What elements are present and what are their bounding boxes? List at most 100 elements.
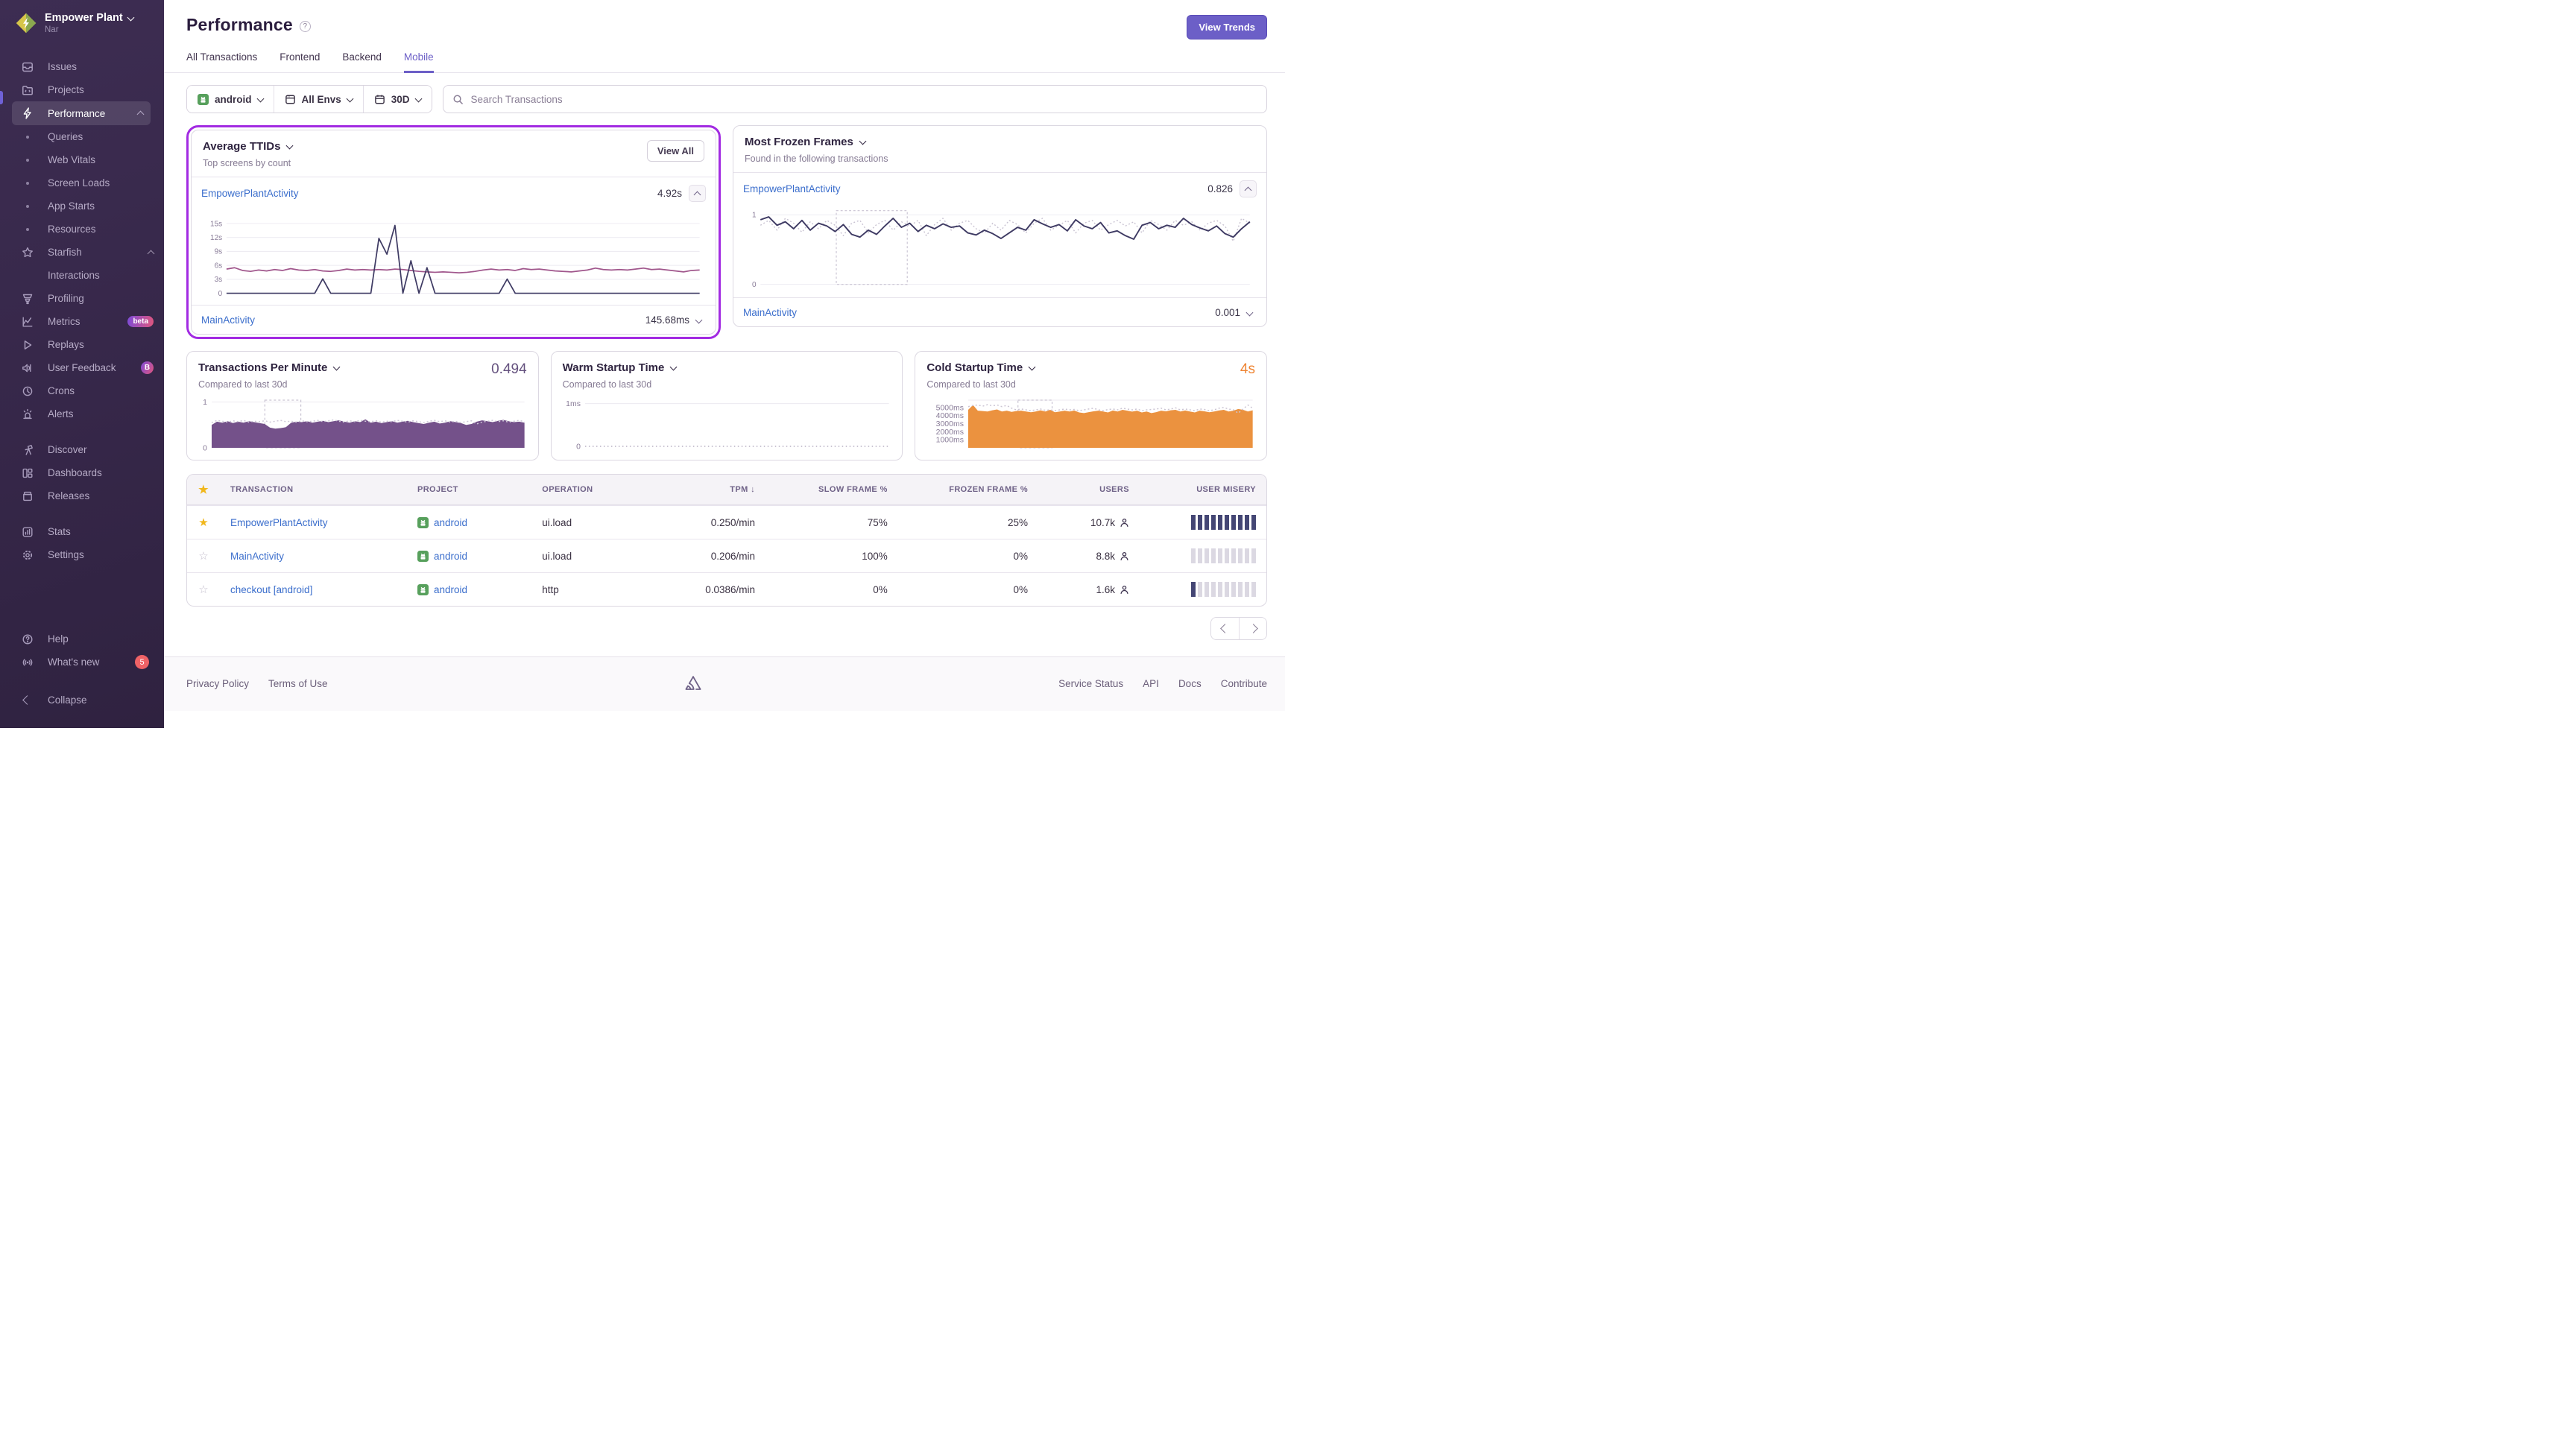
sidebar-item-replays[interactable]: Replays xyxy=(0,333,164,356)
date-range-filter[interactable]: 30D xyxy=(362,86,432,113)
clock-icon xyxy=(21,384,34,397)
sidebar-item-releases[interactable]: Releases xyxy=(0,484,164,507)
sidebar-item-user-feedback[interactable]: User Feedback B xyxy=(0,356,164,379)
column-header[interactable]: TRANSACTION xyxy=(230,485,294,494)
sidebar-item-dashboards[interactable]: Dashboards xyxy=(0,461,164,484)
environment-filter[interactable]: All Envs xyxy=(273,86,363,113)
expand-row-button[interactable] xyxy=(695,313,706,326)
tab-mobile[interactable]: Mobile xyxy=(403,51,434,73)
sidebar-item-crons[interactable]: Crons xyxy=(0,379,164,402)
android-project-icon xyxy=(417,550,429,562)
transaction-link[interactable]: EmpowerPlantActivity xyxy=(201,188,299,199)
sidebar-item-screen-loads[interactable]: Screen Loads xyxy=(0,171,164,194)
project-link[interactable]: android xyxy=(433,583,468,595)
sidebar-item-label: Settings xyxy=(48,549,84,560)
sidebar-item-projects[interactable]: Projects xyxy=(0,78,164,101)
project-filter[interactable]: android xyxy=(187,86,274,113)
org-subtitle: Nar xyxy=(45,25,59,34)
sidebar-collapse-button[interactable]: Collapse xyxy=(0,689,164,712)
operation-cell: ui.load xyxy=(542,550,572,562)
sidebar-item-interactions[interactable]: Interactions xyxy=(0,264,164,287)
tab-frontend[interactable]: Frontend xyxy=(280,51,321,63)
transaction-link[interactable]: MainActivity xyxy=(201,314,256,326)
collapse-row-button[interactable] xyxy=(1240,180,1257,197)
warm-startup-subtitle: Compared to last 30d xyxy=(562,379,652,390)
page-title: Performance xyxy=(186,15,293,34)
transaction-link[interactable]: MainActivity xyxy=(230,550,285,562)
project-link[interactable]: android xyxy=(433,516,468,528)
projects-icon xyxy=(21,83,34,96)
performance-lightning-icon xyxy=(21,107,34,120)
sidebar-item-resources[interactable]: Resources xyxy=(0,218,164,241)
previous-page-button[interactable] xyxy=(1211,618,1239,639)
most-frozen-frames-subtitle: Found in the following transactions xyxy=(745,153,888,164)
slow-frame-cell: 0% xyxy=(873,583,888,595)
sidebar-item-alerts[interactable]: Alerts xyxy=(0,402,164,425)
cold-startup-title-dropdown[interactable]: Cold Startup Time xyxy=(926,361,1036,374)
svg-text:15s: 15s xyxy=(210,220,222,228)
help-circle-icon[interactable]: ? xyxy=(299,20,311,32)
tab-backend[interactable]: Backend xyxy=(342,51,382,63)
chevron-down-icon xyxy=(346,95,354,102)
project-link[interactable]: android xyxy=(433,550,468,562)
star-toggle[interactable]: ☆ xyxy=(198,550,209,563)
search-input[interactable] xyxy=(469,92,1257,106)
sidebar-item-profiling[interactable]: Profiling xyxy=(0,287,164,310)
transaction-link[interactable]: checkout [android] xyxy=(230,583,313,595)
metric-value: 4.92s xyxy=(657,188,682,199)
column-header[interactable]: USER MISERY xyxy=(1196,485,1256,494)
sidebar-item-help[interactable]: Help xyxy=(0,627,164,651)
sidebar-item-label: Interactions xyxy=(48,270,100,281)
star-toggle[interactable]: ☆ xyxy=(198,583,209,596)
docs-link[interactable]: Docs xyxy=(1178,677,1202,689)
star-toggle[interactable]: ★ xyxy=(198,516,209,529)
sidebar-item-discover[interactable]: Discover xyxy=(0,438,164,461)
column-header-sorted[interactable]: TPM ↓ xyxy=(730,485,756,494)
org-switcher[interactable]: Empower Plant Nar xyxy=(0,0,164,45)
android-project-icon xyxy=(417,583,429,595)
sidebar-item-settings[interactable]: Settings xyxy=(0,543,164,566)
average-ttids-title-dropdown[interactable]: Average TTIDs xyxy=(203,140,294,153)
transaction-link[interactable]: EmpowerPlantActivity xyxy=(743,183,841,194)
column-header[interactable]: OPERATION xyxy=(542,485,593,494)
column-header[interactable]: PROJECT xyxy=(417,485,458,494)
view-all-button[interactable]: View All xyxy=(646,140,704,162)
transaction-link[interactable]: MainActivity xyxy=(743,306,798,318)
warm-startup-title-dropdown[interactable]: Warm Startup Time xyxy=(563,361,678,374)
sidebar-item-metrics[interactable]: Metrics beta xyxy=(0,310,164,333)
transaction-link[interactable]: EmpowerPlantActivity xyxy=(230,516,328,528)
filter-bar: android All Envs 30D xyxy=(186,85,1267,113)
collapse-row-button[interactable] xyxy=(689,185,706,202)
most-frozen-frames-title-dropdown[interactable]: Most Frozen Frames xyxy=(745,136,888,148)
view-trends-button[interactable]: View Trends xyxy=(1187,15,1267,39)
sidebar-item-web-vitals[interactable]: Web Vitals xyxy=(0,148,164,171)
sidebar-item-issues[interactable]: Issues xyxy=(0,55,164,78)
column-header[interactable]: USERS xyxy=(1099,485,1129,494)
sidebar-item-queries[interactable]: Queries xyxy=(0,125,164,148)
android-project-icon xyxy=(198,93,209,105)
privacy-policy-link[interactable]: Privacy Policy xyxy=(186,677,250,689)
chevron-down-icon xyxy=(256,95,264,102)
api-link[interactable]: API xyxy=(1143,677,1159,689)
terms-of-use-link[interactable]: Terms of Use xyxy=(268,677,328,689)
svg-text:0: 0 xyxy=(218,290,223,298)
sidebar-item-starfish[interactable]: Starfish xyxy=(0,241,164,264)
contribute-link[interactable]: Contribute xyxy=(1220,677,1267,689)
service-status-link[interactable]: Service Status xyxy=(1058,677,1124,689)
sidebar-item-app-starts[interactable]: App Starts xyxy=(0,194,164,218)
bullet-icon xyxy=(21,153,34,166)
average-ttids-subtitle: Top screens by count xyxy=(203,158,291,168)
column-header[interactable]: FROZEN FRAME % xyxy=(949,485,1029,494)
cold-startup-panel: Cold Startup Time Compared to last 30d 4… xyxy=(915,351,1267,460)
tpm-title-dropdown[interactable]: Transactions Per Minute xyxy=(198,361,341,374)
sidebar-item-label: App Starts xyxy=(48,200,95,212)
sidebar-item-performance[interactable]: Performance xyxy=(12,101,151,125)
table-header-row: ★ TRANSACTION PROJECT OPERATION TPM ↓ SL… xyxy=(187,475,1266,505)
tab-all-transactions[interactable]: All Transactions xyxy=(186,51,258,63)
svg-text:1000ms: 1000ms xyxy=(936,437,964,445)
next-page-button[interactable] xyxy=(1239,618,1266,639)
expand-row-button[interactable] xyxy=(1245,306,1257,319)
column-header[interactable]: SLOW FRAME % xyxy=(818,485,888,494)
sidebar-item-stats[interactable]: Stats xyxy=(0,520,164,543)
sidebar-item-whats-new[interactable]: What's new 5 xyxy=(0,651,164,674)
